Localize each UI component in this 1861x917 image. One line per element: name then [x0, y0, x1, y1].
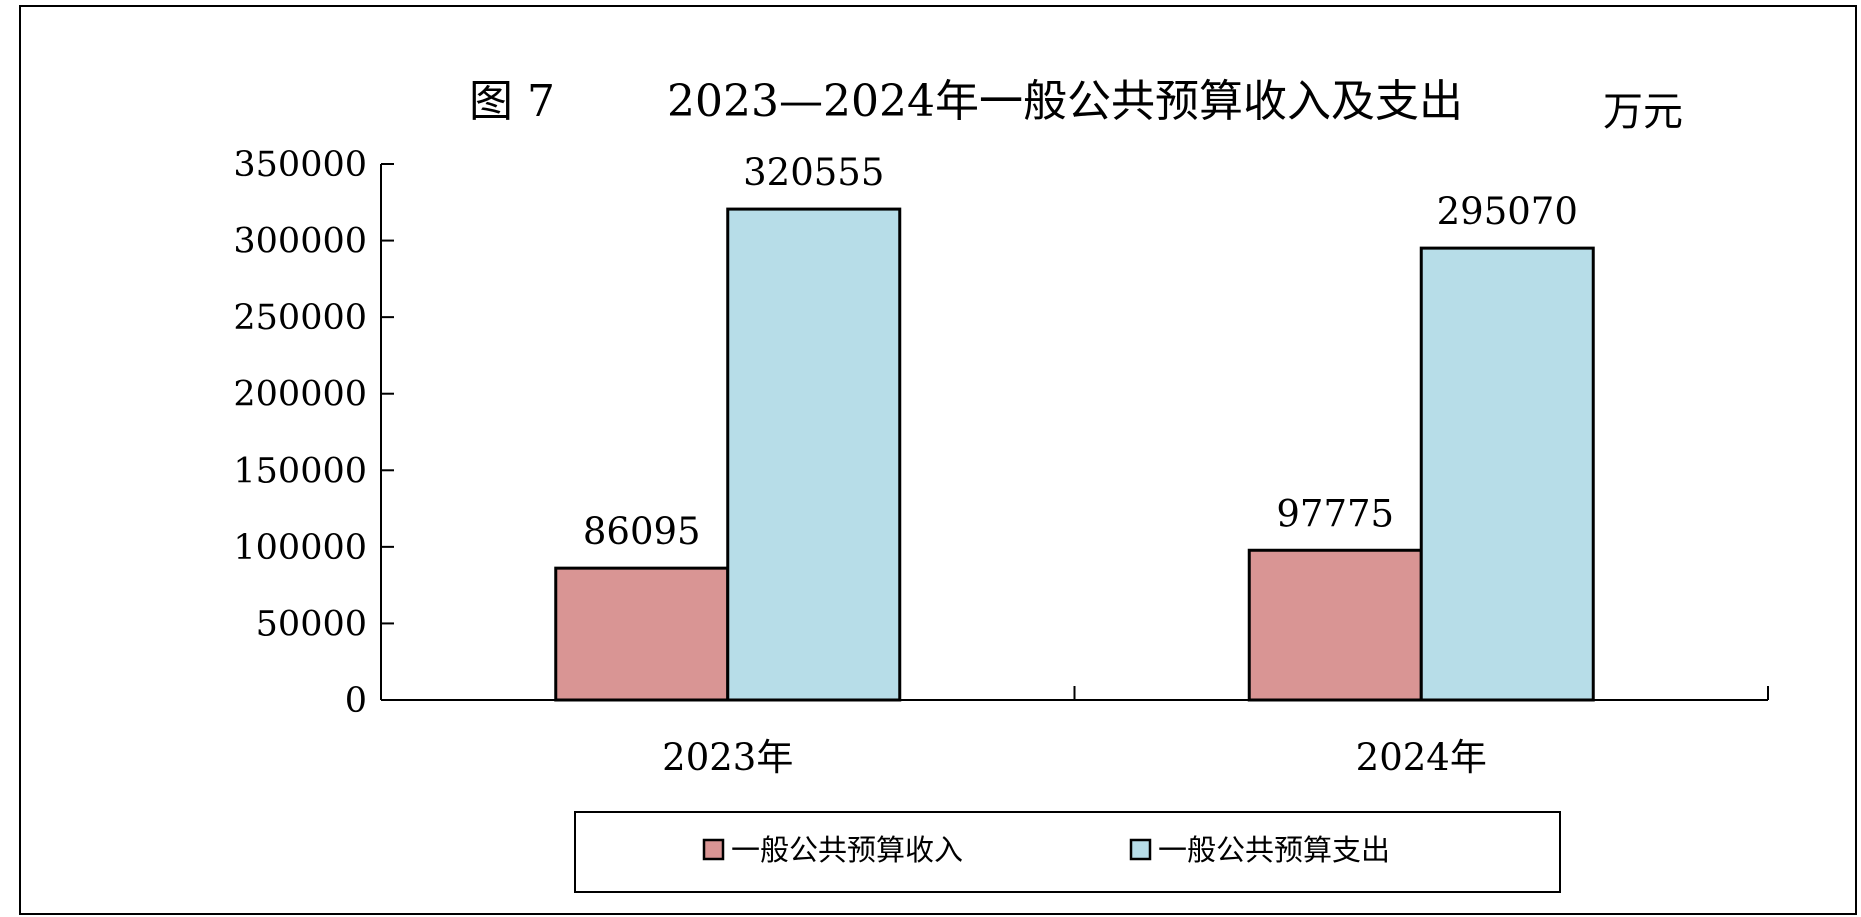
y-axis: 0 50000 100000 150000 200000 250000 300000 3500…	[233, 145, 394, 721]
data-label: 295070	[1437, 190, 1578, 233]
figure-label: 图 7	[469, 76, 555, 127]
bar	[554, 566, 730, 702]
unit-label: 万元	[1603, 89, 1683, 135]
data-label: 97775	[1276, 492, 1394, 535]
legend-box	[574, 811, 1561, 893]
legend: 一般公共预算收入 一般公共预算支出	[574, 811, 1561, 893]
y-tick-label: 250000	[233, 298, 367, 338]
y-tick-label: 200000	[233, 375, 367, 415]
y-tick-label: 300000	[233, 222, 367, 262]
bar-chart: 图 7 2023—2024年一般公共预算收入及支出 万元 0 50000 10000…	[233, 76, 1769, 893]
bar	[726, 207, 902, 702]
value-labels: 86095 320555 97775 295070	[583, 151, 1578, 553]
chart-title: 2023—2024年一般公共预算收入及支出	[667, 76, 1463, 127]
chart-frame: 图 7 2023—2024年一般公共预算收入及支出 万元 0 50000 10000…	[19, 5, 1857, 915]
y-tick-label: 350000	[233, 145, 367, 185]
data-label: 86095	[583, 510, 701, 553]
y-tick-label: 0	[345, 681, 367, 721]
legend-swatch-income	[702, 838, 725, 861]
legend-swatch-expenditure	[1129, 838, 1152, 861]
bars	[554, 207, 1595, 702]
data-label: 320555	[743, 151, 884, 194]
legend-label-expenditure: 一般公共预算支出	[1158, 833, 1390, 867]
bar	[1247, 548, 1423, 702]
y-tick-label: 150000	[233, 451, 367, 491]
y-tick-label: 50000	[256, 604, 367, 644]
bar	[1419, 246, 1595, 702]
legend-item-expenditure: 一般公共预算支出	[1129, 833, 1390, 867]
legend-label-income: 一般公共预算收入	[731, 833, 963, 867]
x-tick-label: 2024年	[1356, 736, 1487, 779]
y-tick-label: 100000	[233, 528, 367, 568]
x-tick-label: 2023年	[662, 736, 793, 779]
legend-item-income: 一般公共预算收入	[702, 833, 963, 867]
